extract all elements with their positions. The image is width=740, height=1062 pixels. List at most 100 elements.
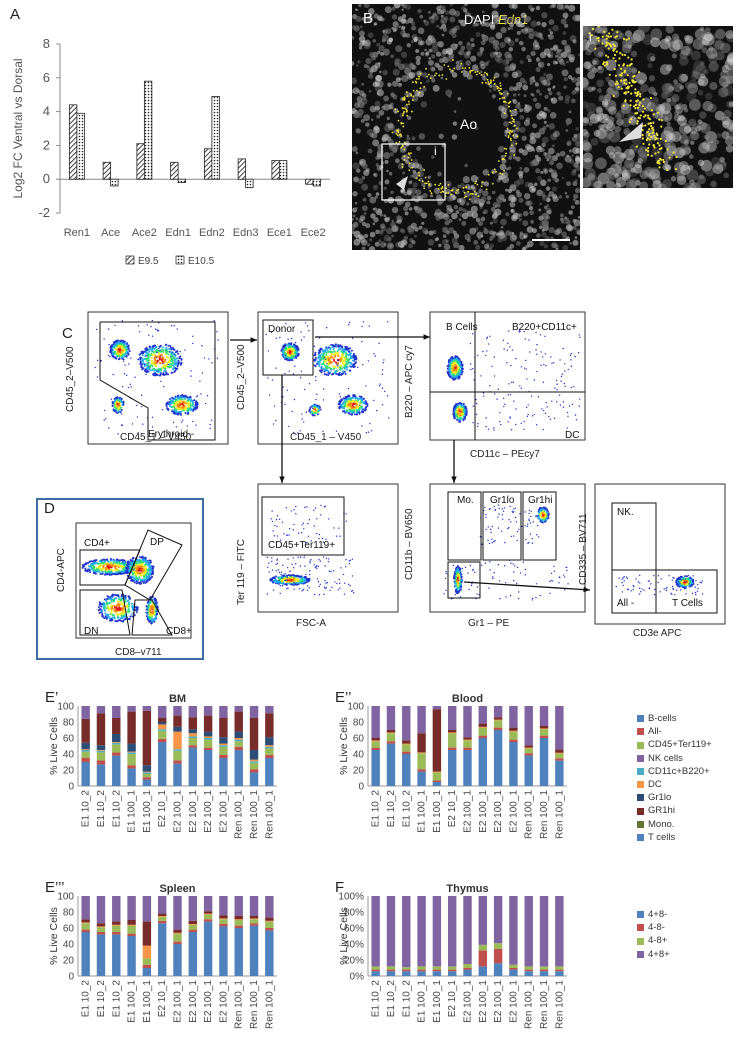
nucleus-dot: [462, 69, 466, 73]
zoom-nucleus: [700, 34, 706, 40]
c1-event: [122, 400, 125, 403]
zoom-nucleus: [674, 104, 680, 110]
nucleus-dot: [434, 62, 440, 68]
c2-event: [327, 346, 330, 349]
edn1-signal-dot: [396, 134, 399, 137]
zoom-nucleus: [597, 113, 608, 123]
edn1-signal-dot: [411, 81, 414, 84]
nucleus-dot: [479, 47, 485, 52]
c2-event: [325, 358, 327, 360]
zoom-nucleus: [583, 101, 589, 109]
edn1-signal-dot: [401, 114, 404, 117]
nucleus-dot: [513, 180, 520, 187]
c3-event: [523, 330, 525, 333]
c3-event: [457, 402, 460, 405]
c2-event: [355, 413, 358, 416]
c1-event: [155, 348, 158, 351]
c2-event: [268, 394, 271, 396]
c1-event: [194, 403, 197, 406]
zoom-nucleus: [584, 167, 596, 179]
c2-event: [284, 403, 286, 406]
c2-event: [352, 411, 355, 414]
chart-a-bar-E10.5: [245, 178, 254, 189]
edn1-signal-dot: [394, 108, 397, 111]
zoom-nucleus: [654, 111, 664, 120]
c1-event: [122, 404, 124, 406]
zoom-nucleus: [616, 118, 624, 126]
edn1-signal-dot: [415, 89, 418, 92]
c3-event: [549, 418, 552, 420]
zoom-nucleus: [701, 47, 708, 54]
c3-event: [482, 395, 485, 397]
edn1-signal-dot: [421, 180, 424, 183]
nucleus-dot: [464, 163, 468, 168]
nucleus-dot: [382, 29, 385, 33]
nucleus-dot: [543, 151, 547, 156]
nucleus-dot: [548, 226, 555, 234]
c1-event: [116, 401, 119, 404]
zoom-signal-dot: [623, 69, 627, 72]
c2-event: [267, 377, 269, 379]
zoom-nucleus: [646, 101, 655, 110]
nucleus-dot: [521, 46, 526, 52]
c2-event: [330, 343, 333, 346]
c3-event: [500, 423, 502, 426]
c2-event: [313, 405, 316, 408]
zoom-signal-dot: [636, 106, 640, 109]
c1-event: [159, 372, 162, 375]
c1-event: [176, 365, 179, 368]
edn1-signal-dot: [412, 95, 415, 98]
zoom-nucleus: [712, 163, 724, 174]
zoom-signal-dot: [648, 143, 651, 146]
zoom-signal-dot: [648, 128, 651, 131]
nucleus-dot: [355, 151, 359, 155]
zoom-nucleus: [596, 106, 603, 113]
c2-event: [331, 346, 334, 349]
zoom-nucleus: [583, 26, 589, 31]
c3-event: [486, 337, 488, 340]
nucleus-dot: [376, 165, 383, 171]
c1-event: [154, 344, 157, 347]
zoom-nucleus: [608, 130, 621, 143]
c3-event: [494, 393, 496, 395]
zoom-nucleus: [697, 159, 705, 167]
c2-event: [319, 351, 322, 354]
c2-event: [294, 365, 296, 367]
nucleus-dot: [466, 202, 470, 206]
edn1-signal-dot: [461, 71, 463, 73]
c2-event: [349, 357, 352, 360]
c1-event: [213, 320, 215, 322]
c1-event: [191, 400, 194, 403]
nucleus-dot: [571, 136, 577, 142]
zoom-nucleus: [583, 84, 589, 91]
nucleus-dot: [568, 149, 572, 153]
c2-event: [295, 352, 298, 355]
zoom-signal-dot: [619, 73, 622, 77]
nucleus-dot: [488, 247, 492, 250]
nucleus-dot: [451, 134, 458, 140]
c1-event: [151, 426, 154, 428]
zoom-nucleus: [621, 169, 631, 179]
nucleus-dot: [491, 4, 496, 7]
zoom-nucleus: [721, 64, 730, 73]
zoom-signal-dot: [652, 121, 655, 124]
nucleus-dot: [367, 193, 372, 198]
zoom-nucleus: [691, 70, 699, 78]
c1-event: [172, 362, 175, 365]
nucleus-dot: [498, 175, 503, 181]
c1-event: [144, 362, 147, 365]
c3-event: [567, 415, 569, 418]
zoom-nucleus: [606, 180, 616, 188]
nucleus-dot: [455, 64, 462, 71]
edn1-signal-dot: [445, 78, 448, 80]
c2-event: [340, 367, 343, 370]
c2-event: [374, 355, 376, 357]
c1-event: [134, 376, 136, 378]
nucleus-dot: [433, 212, 439, 217]
zoom-nucleus: [685, 82, 692, 89]
c3-event: [536, 353, 538, 356]
c1-event: [118, 400, 121, 403]
zoom-nucleus: [624, 158, 635, 169]
c1-event: [150, 325, 152, 328]
c1-event: [164, 350, 167, 353]
